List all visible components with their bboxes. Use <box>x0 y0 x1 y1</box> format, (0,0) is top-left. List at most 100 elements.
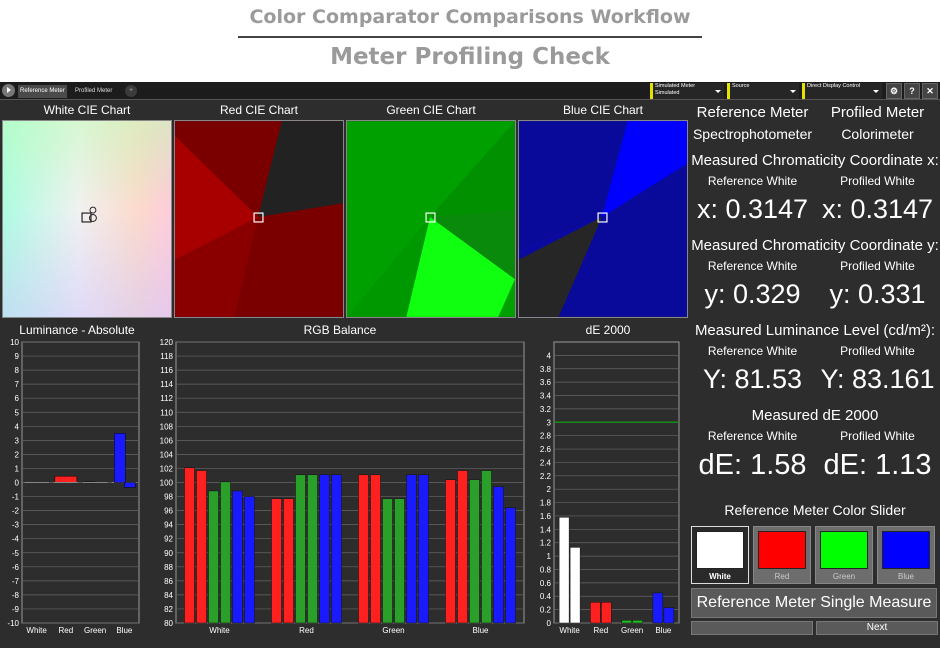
chevron-down-icon <box>790 90 796 93</box>
swatch-white-color <box>696 531 744 569</box>
next-button[interactable]: Next <box>816 621 938 635</box>
rgb-balance-bar <box>481 470 492 624</box>
help-icon[interactable]: ? <box>904 83 920 99</box>
swatch-green[interactable]: Green <box>815 526 873 584</box>
calibration-app: Reference Meter Profiled Meter + Simulat… <box>0 82 940 648</box>
play-icon[interactable] <box>2 84 15 97</box>
profiled-white-label: Profiled White <box>840 259 915 273</box>
rgb-balance-bar <box>232 490 243 624</box>
de-bar <box>569 547 581 624</box>
swatch-red-label: Red <box>774 572 790 581</box>
rgb-balance-bar <box>331 474 342 624</box>
y-tick-label: -7 <box>12 577 20 586</box>
y-tick-label: 2.2 <box>540 472 552 481</box>
tab-profiled-meter[interactable]: Profiled Meter <box>75 88 113 94</box>
chromaticity-x-heading: Measured Chromaticity Coordinate x: <box>691 152 939 169</box>
y-tick-label: 1 <box>547 552 552 561</box>
meter-dropdown[interactable]: Simulated Meter Simulated <box>650 83 724 99</box>
y-tick-label: 106 <box>160 436 174 445</box>
y-tick-label: 2.4 <box>540 458 552 467</box>
y-tick-label: 80 <box>164 619 173 628</box>
profiled-white-label: Profiled White <box>840 174 915 188</box>
x-tick-label: Red <box>59 626 74 635</box>
rgb-balance-bar <box>319 474 330 624</box>
x-tick-label: Red <box>594 626 609 635</box>
y-tick-label: 5 <box>15 408 20 417</box>
settings-icon[interactable]: ⚙ <box>886 83 902 99</box>
rgb-balance-bar <box>184 467 195 624</box>
rgb-balance-bar <box>283 498 294 624</box>
reference-x-value: x: 0.3147 <box>696 194 809 224</box>
y-tick-label: 118 <box>160 352 173 361</box>
reference-white-label: Reference White <box>707 344 798 358</box>
source-dropdown[interactable]: Source <box>727 83 799 99</box>
y-tick-label: -4 <box>12 535 20 544</box>
y-tick-label: 112 <box>160 394 173 403</box>
measured-marker-2 <box>89 206 97 214</box>
luminance-chart-title: Luminance - Absolute <box>19 323 135 337</box>
rgb-balance-bar <box>295 474 306 624</box>
rgb-balance-bar <box>406 474 417 624</box>
y-tick-label: 2 <box>547 485 552 494</box>
add-tab-icon[interactable]: + <box>125 85 137 97</box>
green-cie-chart <box>346 120 516 318</box>
y-tick-label: 4 <box>15 422 20 431</box>
y-tick-label: 3.4 <box>540 392 552 401</box>
y-tick-label: 88 <box>164 563 173 572</box>
x-tick-label: Green <box>382 626 404 635</box>
swatch-green-color <box>820 531 868 569</box>
close-icon[interactable]: ✕ <box>922 83 938 99</box>
rgb-balance-bar <box>445 479 456 624</box>
y-tick-label: 116 <box>160 366 173 375</box>
y-tick-label: 1.8 <box>540 499 552 508</box>
blue-cie-title: Blue CIE Chart <box>562 103 644 117</box>
y-tick-label: 2 <box>15 450 20 459</box>
swatch-red[interactable]: Red <box>753 526 811 584</box>
rgb-balance-bar <box>370 474 381 624</box>
page-subtitle: Meter Profiling Check <box>330 44 610 70</box>
y-tick-label: 120 <box>160 338 174 347</box>
white-cie-title: White CIE Chart <box>43 103 131 117</box>
de2000-heading: Measured dE 2000 <box>751 407 879 424</box>
swatch-blue[interactable]: Blue <box>877 526 935 584</box>
rgb-balance-bar <box>271 498 282 624</box>
y-tick-label: 82 <box>164 605 173 614</box>
swatch-white[interactable]: White <box>691 526 749 584</box>
rgb-balance-bar <box>382 498 393 624</box>
rgb-balance-bar <box>244 496 255 624</box>
profiled-de-value: dE: 1.13 <box>823 449 932 481</box>
y-tick-label: 0.8 <box>540 565 552 574</box>
single-measure-button[interactable]: Reference Meter Single Measure <box>691 588 937 618</box>
y-tick-label: 92 <box>164 535 173 544</box>
y-tick-label: 7 <box>15 380 20 389</box>
y-tick-label: 104 <box>160 450 174 459</box>
profiled-luminance-value: Y: 83.161 <box>820 364 935 394</box>
de-bar <box>558 517 570 624</box>
meter-dropdown-label: Simulated Meter <box>655 83 696 89</box>
rgb-balance-bar <box>394 498 405 624</box>
profiled-meter-label: Profiled Meter <box>830 104 925 121</box>
target-marker <box>253 212 264 223</box>
y-tick-label: 0.4 <box>540 592 552 601</box>
de2000-chart-title: dE 2000 <box>585 323 631 337</box>
luminance-bar <box>124 482 136 488</box>
zero-bar <box>53 482 78 483</box>
reference-white-label: Reference White <box>707 259 798 273</box>
tab-reference-meter[interactable]: Reference Meter <box>18 85 67 98</box>
zero-bar <box>24 482 49 483</box>
back-button[interactable] <box>691 621 813 635</box>
y-tick-label: 102 <box>160 464 174 473</box>
y-tick-label: 1.2 <box>540 539 552 548</box>
de-bar <box>652 592 664 624</box>
rgb-balance-bar <box>358 474 369 624</box>
page-title: Color Comparator Comparisons Workflow <box>249 6 691 28</box>
y-tick-label: 3.6 <box>540 378 552 387</box>
profiled-white-label: Profiled White <box>840 344 915 358</box>
reference-white-label: Reference White <box>707 429 798 443</box>
display-control-dropdown[interactable]: Direct Display Control <box>802 83 882 99</box>
meter-dropdown-value: Simulated <box>655 90 680 96</box>
y-tick-label: 100 <box>160 479 174 488</box>
swatch-green-label: Green <box>832 572 856 581</box>
de-bar <box>601 602 612 624</box>
y-tick-label: 84 <box>164 591 173 600</box>
